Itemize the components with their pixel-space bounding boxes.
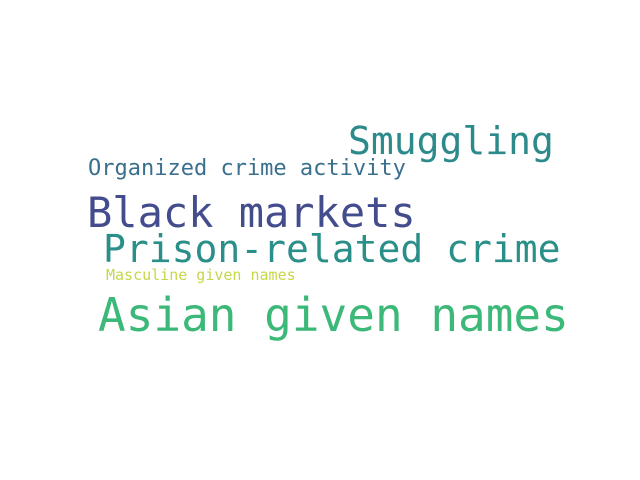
word-smuggling: Smuggling: [348, 119, 554, 163]
word-organized-crime-activity: Organized crime activity: [88, 156, 406, 181]
word-prison-related-crime: Prison-related crime: [103, 227, 561, 271]
word-black-markets: Black markets: [87, 188, 416, 237]
word-asian-given-names: Asian given names: [98, 288, 569, 342]
word-masculine-given-names: Masculine given names: [106, 266, 296, 284]
